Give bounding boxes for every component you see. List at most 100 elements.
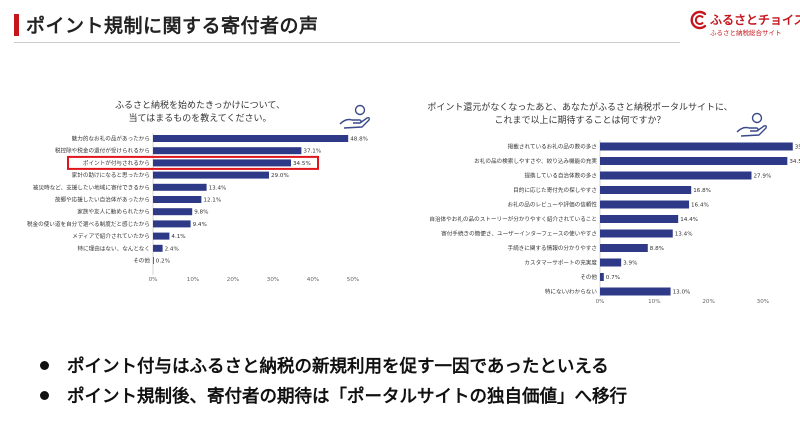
title-divider: [14, 42, 680, 43]
chart-1-category-label: 魅力的なお礼の品があったから: [72, 135, 150, 143]
logo-name: ふるさとチョイス: [710, 13, 800, 27]
chart-2-value-label: 16.8%: [693, 188, 711, 194]
chart-1-bar: [153, 244, 163, 252]
chart-2-value-label: 13.4%: [675, 232, 693, 238]
summary-bullet-text: ポイント付与はふるさと納税の新規利用を促す一因であったといえる: [67, 356, 609, 377]
chart-1-category-label: 家族や友人に勧められたから: [77, 208, 150, 216]
chart-1-bar: [153, 159, 291, 167]
hand-coins-icon: [339, 104, 370, 129]
chart-2-bar: [600, 200, 690, 209]
chart-1-category-label: ポイントが付与されるから: [83, 159, 150, 167]
chart-2-bar: [600, 186, 692, 194]
chart-2-tick-label: 0%: [596, 299, 605, 305]
chart-1-value-label: 2.4%: [165, 246, 179, 252]
chart-2-category-label: 手続きに関する情報の分かりやすさ: [507, 244, 597, 252]
chart-2-value-label: 27.9%: [753, 174, 771, 180]
chart-2-title-line-1: ポイント還元がなくなったあと、あなたがふるさと納税ポータルサイトに、: [427, 103, 733, 113]
chart-1-tick-label: 20%: [227, 277, 239, 283]
chart-2-category-label: カスタマーサポートの充実度: [524, 259, 597, 267]
bullet-icon: [40, 390, 49, 400]
chart-1-category-label: メディアで紹介されていたから: [72, 232, 150, 240]
chart-2-category-label: お礼の品のレビューや評価の信頼性: [507, 201, 597, 209]
chart-2-category-label: 特にない/わからない: [545, 288, 598, 296]
chart-2-bar: [600, 258, 622, 267]
chart-1-category-label: 家計の助けになると思ったから: [72, 171, 150, 179]
chart-1-bar: [153, 196, 202, 203]
page-title: ポイント規制に関する寄付者の声: [26, 15, 319, 37]
chart-1-bar: [153, 147, 302, 155]
slide-header: ポイント規制に関する寄付者の声 ふるさとチョイス ふるさと納税総合サイト: [0, 0, 800, 50]
chart-1-title-line-1: ふるさと納税を始めたきっかけについて、: [115, 101, 285, 111]
chart-2-tick-label: 10%: [648, 299, 660, 305]
chart-2-bar: [600, 215, 679, 223]
chart-2-bar: [600, 229, 673, 238]
chart-2-title: ポイント還元がなくなったあと、あなたがふるさと納税ポータルサイトに、 これまで以…: [395, 102, 765, 128]
chart-1-highlight-box: [67, 155, 319, 170]
chart-1-value-label: 4.1%: [171, 234, 185, 240]
chart-2-category-label: 目的に応じた寄付先の探しやすさ: [513, 186, 597, 194]
chart-1-value-label: 13.4%: [209, 185, 227, 191]
chart-2-value-label: 8.8%: [650, 246, 664, 252]
chart-1-tick-label: 0%: [149, 277, 158, 283]
chart-1-value-label: 34.5%: [293, 161, 311, 167]
chart-1-bar: [153, 171, 269, 179]
chart-1-title: ふるさと納税を始めたきっかけについて、 当てはまるものを教えてください。: [70, 100, 330, 126]
chart-1-category-label: 被災時など、支援したい地域に寄付できるから: [33, 183, 150, 191]
chart-2-value-label: 14.4%: [680, 217, 698, 223]
chart-1-bar: [153, 257, 154, 264]
chart-1-value-label: 29.0%: [271, 173, 289, 179]
chart-1-bar: [153, 183, 207, 191]
chart-2-value-label: 35.5%: [795, 145, 800, 151]
logo-subtitle: ふるさと納税総合サイト: [710, 29, 782, 37]
chart-1-bar: [153, 208, 193, 216]
summary-bullets: ポイント付与はふるさと納税の新規利用を促す一因であったといえる ポイント規制後、…: [40, 350, 627, 410]
chart-1-tick-label: 40%: [307, 277, 319, 283]
chart-2-category-label: 寄付手続きの簡便さ、ユーザーインターフェースの使いやすさ: [441, 230, 597, 238]
chart-2-category-label: 提携している自治体数の多さ: [524, 172, 597, 180]
summary-bullet-item: ポイント規制後、寄付者の期待は「ポータルサイトの独自価値」へ移行: [40, 380, 627, 410]
chart-2-value-label: 0.7%: [606, 275, 620, 281]
chart-2-category-label: 掲載されているお礼の品の数の多さ: [508, 143, 597, 151]
chart-2-category-label: お礼の品の検索しやすさや、絞り込み機能の充実: [474, 157, 597, 165]
chart-2-title-line-2: これまで以上に期待することは何ですか？: [494, 116, 666, 126]
chart-2-category-label: その他: [580, 273, 597, 281]
chart-1-value-label: 9.8%: [194, 210, 208, 216]
chart-1-title-line-2: 当てはまるものを教えてください。: [128, 114, 272, 124]
chart-1-tick-label: 30%: [267, 277, 279, 283]
chart-2-bar: [600, 157, 788, 165]
chart-1-bar: [153, 135, 349, 142]
chart-2-category-label: 自治体やお礼の品のストーリーが分かりやすく紹介されていること: [429, 215, 597, 223]
logo-mark-icon: [690, 10, 707, 30]
bullet-icon: [40, 360, 49, 370]
chart-2-value-label: 13.0%: [673, 290, 691, 296]
chart-2-tick-label: 30%: [757, 299, 769, 305]
chart-1-category-label: 税金の使い道を自分で選べる制度だと感じたから: [27, 220, 150, 228]
chart-2-bar: [600, 171, 752, 180]
chart-1-category-label: 故郷や応援したい自治体があったから: [55, 196, 150, 204]
furusato-choice-logo: ふるさとチョイス ふるさと納税総合サイト: [690, 8, 800, 40]
chart-1-bar: [153, 232, 170, 240]
chart-2-bar: [600, 142, 793, 151]
chart-1-value-label: 0.2%: [156, 259, 170, 265]
chart-1-category-label: その他: [133, 257, 150, 265]
chart-2-bar: [600, 244, 648, 252]
chart-1-tick-label: 10%: [187, 277, 199, 283]
chart-1-value-label: 37.1%: [303, 149, 321, 155]
chart-1-value-label: 9.4%: [193, 222, 207, 228]
chart-1-value-label: 48.8%: [350, 137, 368, 143]
chart-1-tick-label: 50%: [347, 277, 359, 283]
chart-1-category-label: 税控除や税金の還付が受けられるから: [55, 147, 150, 155]
chart-2-value-label: 3.9%: [623, 261, 637, 267]
chart-2-value-label: 16.4%: [691, 203, 709, 209]
summary-bullet-text: ポイント規制後、寄付者の期待は「ポータルサイトの独自価値」へ移行: [67, 386, 627, 407]
chart-1-bar: [153, 220, 191, 228]
chart-2-bar: [600, 273, 604, 281]
title-accent-bar: [14, 14, 19, 36]
chart-2-bar: [600, 287, 671, 296]
chart-1-category-label: 特に理由はない、なんとなく: [77, 244, 150, 252]
chart-2-value-label: 34.5%: [789, 159, 800, 165]
summary-bullet-item: ポイント付与はふるさと納税の新規利用を促す一因であったといえる: [40, 350, 627, 380]
hand-coins-icon: [736, 112, 767, 137]
chart-2-tick-label: 20%: [702, 299, 714, 305]
